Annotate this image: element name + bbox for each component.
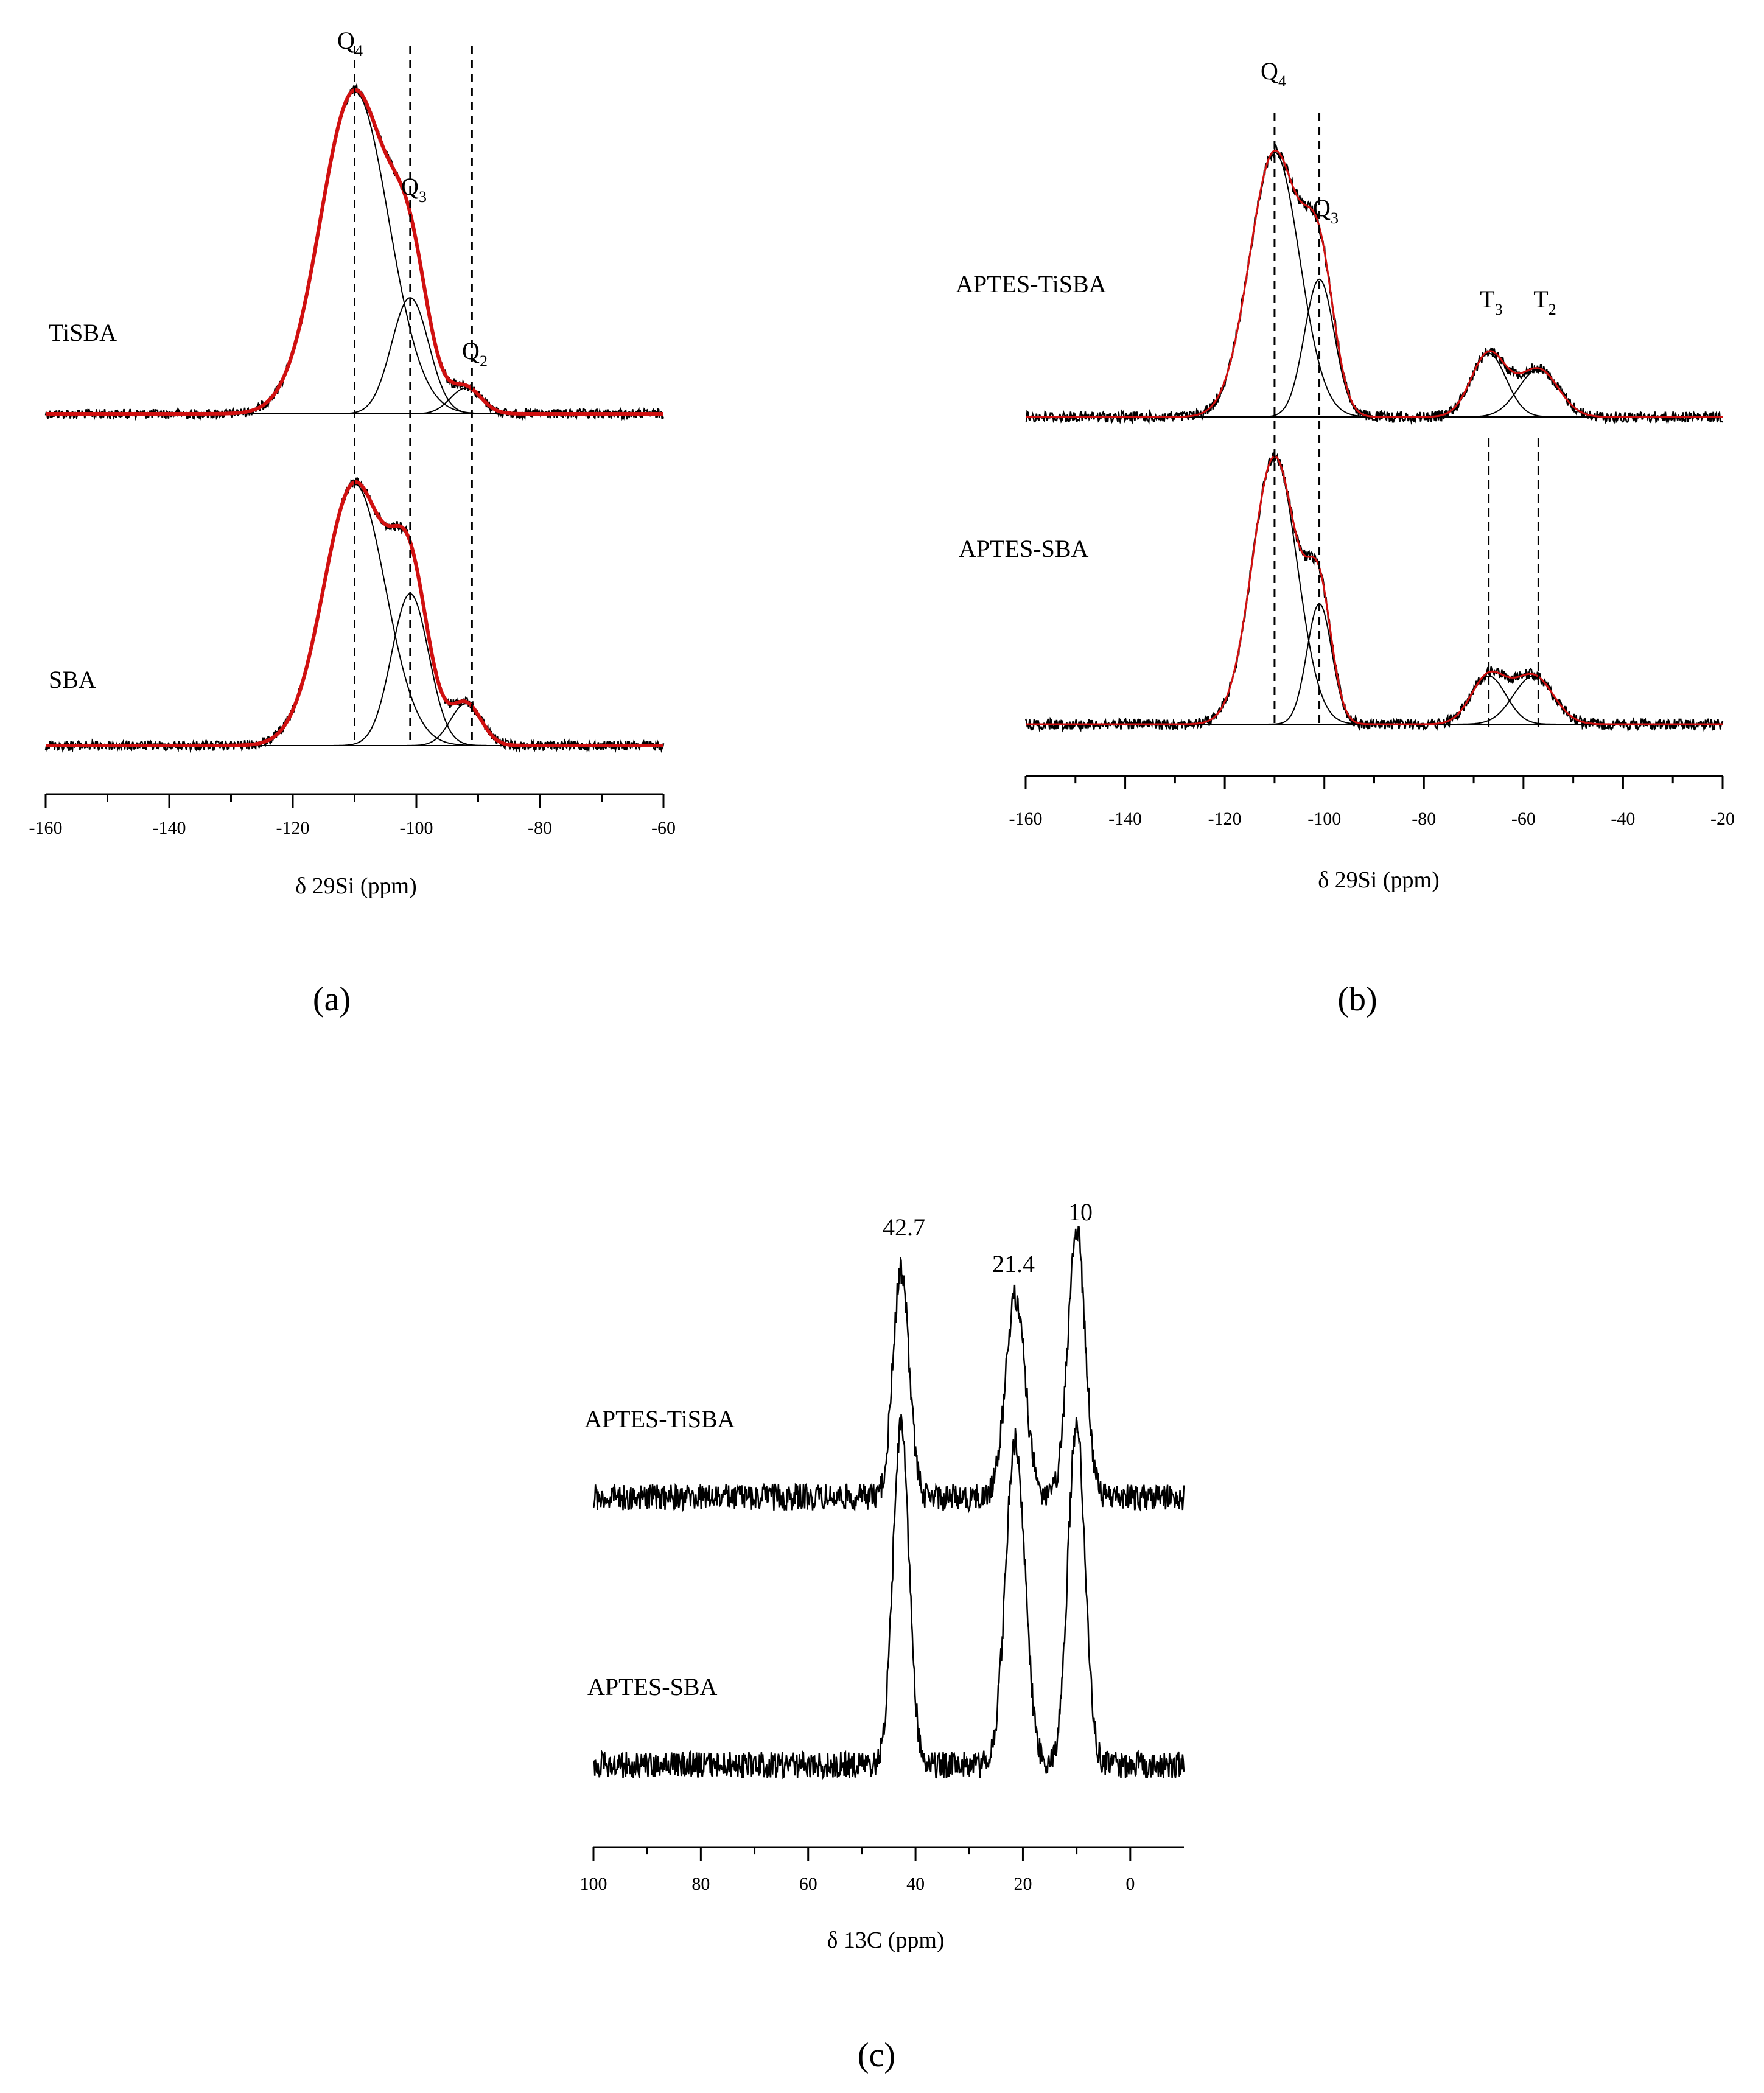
panel-a-peak-label: Q2 bbox=[462, 337, 488, 370]
panel-c-spectrum-trace bbox=[592, 1226, 1185, 1514]
panel-b-component-peak bbox=[1026, 278, 1723, 418]
panel-a-caption: (a) bbox=[313, 980, 351, 1018]
panel-b-component-peak bbox=[1026, 151, 1723, 418]
panel-a-tick-label: -120 bbox=[276, 818, 310, 838]
panel-b-tick-label: -100 bbox=[1307, 809, 1341, 829]
panel-b-trace-label: APTES-SBA bbox=[959, 535, 1088, 562]
panel-a-component-peak bbox=[46, 90, 663, 414]
panel-a-tick-label: -80 bbox=[528, 818, 552, 838]
panel-b-tick-label: -80 bbox=[1412, 809, 1436, 829]
panel-b-tick-label: -40 bbox=[1611, 809, 1635, 829]
panel-b-peak-label: T3 bbox=[1480, 285, 1502, 318]
panel-c-trace-label: APTES-SBA bbox=[587, 1673, 717, 1700]
panel-b-x-axis-title: δ 29Si (ppm) bbox=[1318, 867, 1439, 893]
panel-c: 100 80 60 40 20 0 APTES-TiSBA APTES-SBA 42.7 21.… bbox=[580, 1198, 1185, 2074]
panel-c-peak-label: 10 bbox=[1068, 1198, 1093, 1226]
panel-c-peak-label: 42.7 bbox=[883, 1214, 925, 1241]
panel-c-peak-label: 21.4 bbox=[992, 1250, 1035, 1277]
panel-b-x-axis: -160 -140 -120 -100 -80 -60 -40 -20 bbox=[1009, 775, 1735, 829]
panel-b-spectrum-trace bbox=[1025, 144, 1723, 425]
panel-b: -160 -140 -120 -100 -80 -60 -40 -20 APTES-TiSBA… bbox=[956, 57, 1735, 1018]
panel-c-tick-label: 80 bbox=[691, 1874, 710, 1894]
panel-c-tick-label: 40 bbox=[906, 1874, 925, 1894]
panel-a-x-axis: -160 -140 -120 -100 -80 -60 bbox=[29, 793, 676, 838]
panel-c-caption: (c) bbox=[858, 2036, 895, 2074]
panel-c-labels: APTES-TiSBA APTES-SBA 42.7 21.4 10 bbox=[584, 1198, 1093, 1700]
panel-c-trace-label: APTES-TiSBA bbox=[584, 1405, 735, 1433]
panel-a-x-axis-title: δ 29Si (ppm) bbox=[295, 873, 416, 899]
panel-b-peak-label: Q4 bbox=[1261, 57, 1286, 90]
panel-b-traces bbox=[1024, 144, 1724, 733]
panel-a-trace-label: TiSBA bbox=[49, 319, 117, 346]
panel-b-component-peak bbox=[1026, 675, 1723, 725]
panel-a-trace-label: SBA bbox=[49, 666, 96, 693]
panel-b-component-peak bbox=[1026, 455, 1723, 725]
panel-b-tick-label: -120 bbox=[1208, 809, 1242, 829]
panel-b-component-peak bbox=[1026, 603, 1723, 725]
panel-c-spectrum-trace bbox=[593, 1414, 1185, 1780]
panel-b-peak-label: T2 bbox=[1533, 285, 1556, 318]
panel-c-tick-label: 100 bbox=[580, 1874, 607, 1894]
panel-b-fit-curve bbox=[1026, 149, 1723, 418]
panel-a-tick-label: -60 bbox=[651, 818, 676, 838]
panel-a-fit-curve bbox=[46, 88, 663, 416]
panel-c-tick-label: 60 bbox=[799, 1874, 817, 1894]
panel-b-spectrum-trace bbox=[1024, 452, 1724, 733]
panel-c-x-axis: 100 80 60 40 20 0 bbox=[580, 1846, 1184, 1894]
panel-a-tick-label: -100 bbox=[400, 818, 433, 838]
panel-b-component-peak bbox=[1026, 368, 1723, 418]
panel-b-caption: (b) bbox=[1337, 980, 1377, 1018]
panel-b-trace-label: APTES-TiSBA bbox=[956, 270, 1107, 298]
panel-b-tick-label: -160 bbox=[1009, 809, 1043, 829]
panel-a-peak-label: Q4 bbox=[337, 27, 363, 60]
panel-b-component-peak bbox=[1026, 352, 1723, 418]
panel-c-traces bbox=[592, 1226, 1185, 1780]
panel-c-x-axis-title: δ 13C (ppm) bbox=[827, 1927, 944, 1953]
panel-a-tick-label: -140 bbox=[153, 818, 186, 838]
panel-b-tick-label: -140 bbox=[1108, 809, 1142, 829]
panel-b-component-peak bbox=[1026, 675, 1723, 725]
panel-c-tick-label: 0 bbox=[1125, 1874, 1135, 1894]
panel-a-tick-label: -160 bbox=[29, 818, 63, 838]
panel-c-tick-label: 20 bbox=[1013, 1874, 1032, 1894]
panel-b-tick-label: -60 bbox=[1511, 809, 1536, 829]
panel-b-fit-curve bbox=[1026, 455, 1723, 725]
panel-b-tick-label: -20 bbox=[1710, 809, 1735, 829]
